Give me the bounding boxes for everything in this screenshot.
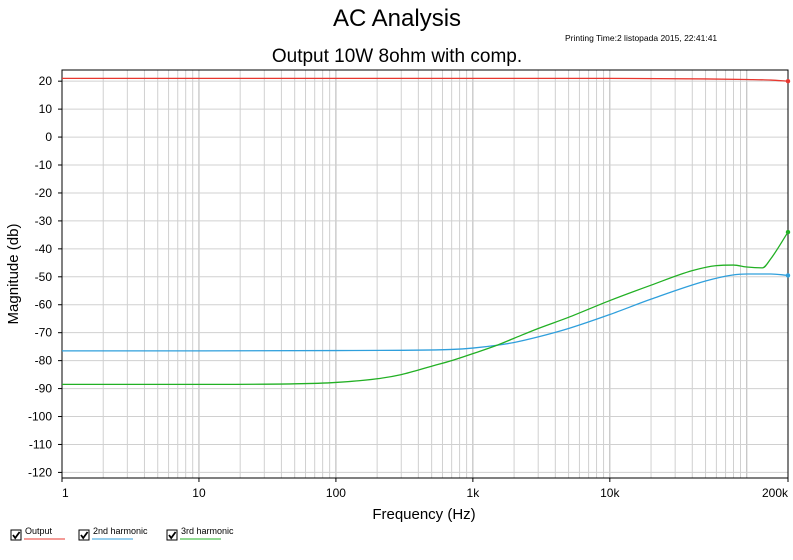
printing-time: Printing Time:2 listopada 2015, 22:41:41 <box>565 33 717 43</box>
chart-title: Output 10W 8ohm with comp. <box>272 46 522 67</box>
checkmark-icon <box>80 531 89 540</box>
y-tick-label: -100 <box>28 410 52 424</box>
series-line-3rd-harmonic <box>62 231 789 386</box>
checkmark-icon <box>12 531 21 540</box>
x-tick-label: 200k <box>762 486 789 500</box>
legend-item-output[interactable]: Output <box>10 526 65 541</box>
window-title: AC Analysis <box>333 5 461 32</box>
x-tick-label: 10k <box>600 486 620 500</box>
x-tick-label: 100 <box>326 486 346 500</box>
x-axis-label: Frequency (Hz) <box>372 506 475 523</box>
series-lines <box>62 77 791 386</box>
y-tick-label: -90 <box>35 382 53 396</box>
y-axis-label: Magnitude (db) <box>5 224 22 325</box>
y-tick-label: -70 <box>35 326 53 340</box>
x-tick-labels: 1 10 100 1k 10k 200k <box>61 478 789 500</box>
series-end-marker-2nd-harmonic <box>785 273 791 278</box>
series-end-marker-3rd-harmonic <box>785 229 791 235</box>
y-tick-label: -120 <box>28 465 52 479</box>
y-tick-label: -40 <box>35 242 53 256</box>
checkmark-icon <box>168 531 177 540</box>
grid <box>62 70 788 478</box>
series-line-output <box>62 77 789 82</box>
legend-label-2nd-harmonic: 2nd harmonic <box>93 526 148 536</box>
y-tick-label: -80 <box>35 354 53 368</box>
y-tick-label: 20 <box>39 74 53 88</box>
y-tick-label: -20 <box>35 186 53 200</box>
legend-checkbox-2nd-harmonic[interactable] <box>78 529 90 541</box>
x-tick-label: 1k <box>467 486 481 500</box>
x-tick-label: 1 <box>62 486 69 500</box>
y-tick-label: 0 <box>45 130 52 144</box>
legend-item-3rd-harmonic[interactable]: 3rd harmonic <box>166 526 234 541</box>
y-tick-label: 10 <box>39 102 53 116</box>
legend: Output 2nd harmonic 3rd harmonic <box>10 526 234 541</box>
legend-item-2nd-harmonic[interactable]: 2nd harmonic <box>78 526 148 541</box>
y-tick-label: -60 <box>35 298 53 312</box>
y-tick-labels: 20 10 0 -10 -20 -30 -40 -50 -60 -70 -80 -90 -100 -110… <box>28 74 62 479</box>
legend-label-3rd-harmonic: 3rd harmonic <box>181 526 234 536</box>
x-tick-label: 10 <box>192 486 206 500</box>
y-tick-label: -10 <box>35 158 53 172</box>
legend-checkbox-output[interactable] <box>10 529 22 541</box>
y-tick-label: -50 <box>35 270 53 284</box>
legend-checkbox-3rd-harmonic[interactable] <box>166 529 178 541</box>
y-tick-label: -110 <box>29 437 52 451</box>
series-end-marker-output <box>785 78 791 84</box>
y-tick-label: -30 <box>35 214 53 228</box>
series-line-2nd-harmonic <box>62 273 789 352</box>
legend-label-output: Output <box>25 526 53 536</box>
